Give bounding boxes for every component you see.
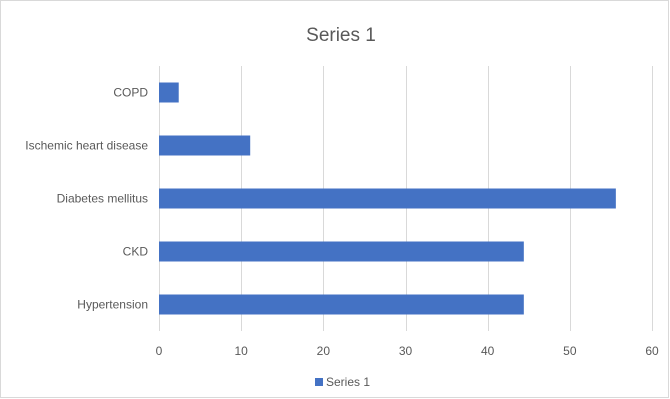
bar [159,188,616,209]
x-tick-label: 50 [563,344,577,358]
chart-title: Series 1 [306,25,376,46]
category-label: Hypertension [77,298,148,312]
legend-swatch [315,378,323,386]
x-tick-label: 20 [317,344,331,358]
legend-label: Series 1 [326,375,370,389]
bar [159,294,524,315]
bar [159,241,524,262]
bars [159,82,616,315]
x-tick-label: 10 [234,344,248,358]
x-tick-label: 60 [645,344,659,358]
category-label: CKD [123,245,149,259]
x-tick-label: 40 [481,344,495,358]
category-label: COPD [113,86,148,100]
bar [159,82,179,103]
legend: Series 1 [315,375,370,389]
x-tick-label: 0 [156,344,163,358]
category-label: Ischemic heart disease [25,139,148,153]
x-tick-labels: 0 10 20 30 40 50 60 [156,344,659,358]
category-label: Diabetes mellitus [57,192,148,206]
x-tick-label: 30 [399,344,413,358]
bar [159,135,251,156]
category-labels: COPD Ischemic heart disease Diabetes melli… [25,86,148,312]
